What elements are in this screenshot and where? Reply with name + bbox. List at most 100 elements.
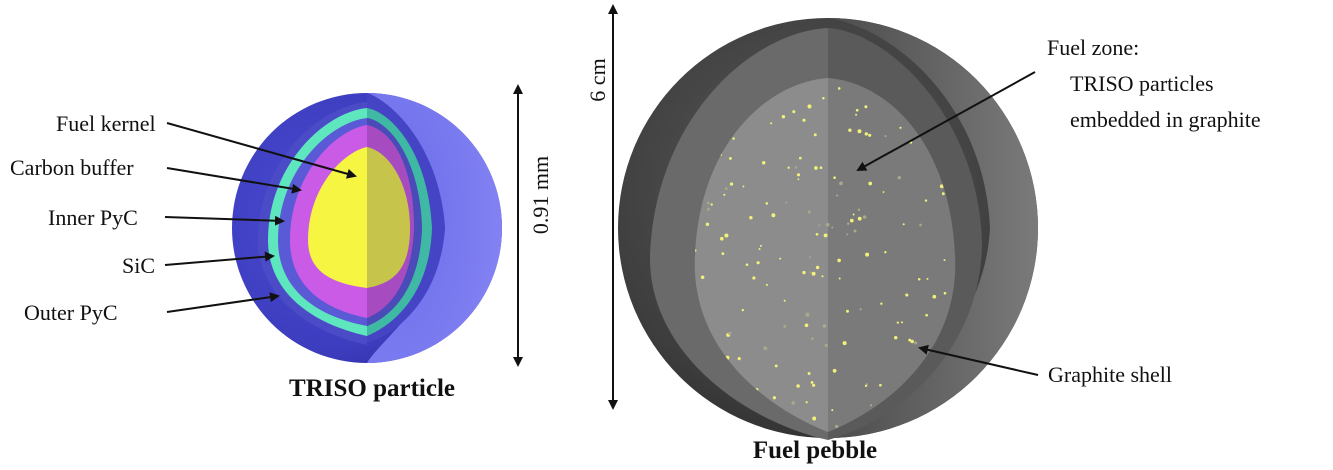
triso-particle-dot: [802, 118, 806, 122]
triso-particle-dot: [797, 178, 800, 181]
triso-particle-dot: [864, 132, 869, 136]
triso-particle-dot: [772, 396, 777, 400]
triso-particle-dot: [868, 181, 873, 186]
triso-particle-dot: [729, 182, 734, 186]
triso-particle-dot: [862, 215, 867, 219]
arrow-fuel-zone: [856, 71, 1036, 171]
arrow-inner-pyc: [164, 215, 285, 226]
label-graphite-shell: Graphite shell: [1048, 362, 1172, 387]
triso-particle-dot: [868, 133, 872, 137]
label-inner-pyc: Inner PyC: [48, 205, 138, 230]
triso-particle-dot: [926, 277, 929, 280]
triso-particle-dot: [759, 244, 762, 247]
triso-particle-dot: [852, 213, 855, 216]
triso-particle-dot: [752, 276, 756, 280]
triso-particle-dot: [804, 323, 809, 328]
triso-particle-dot: [783, 324, 787, 328]
triso-particle-dot: [896, 321, 899, 324]
triso-particle-dot: [842, 341, 847, 346]
triso-particle-dot: [765, 283, 768, 286]
triso-particle-dot: [859, 308, 862, 311]
triso-particle-dot: [802, 270, 806, 275]
arrow-fuel-kernel: [166, 122, 357, 179]
triso-particle-dot: [848, 128, 852, 132]
fuel-pebble: 6 cm Fuel zone: TRISO particles embedded…: [585, 3, 1261, 464]
triso-particle-dot: [893, 335, 898, 340]
triso-particle-dot: [902, 223, 905, 226]
triso-particle-dot: [779, 257, 782, 260]
triso-particle-dot: [812, 416, 817, 421]
triso-particle-dot: [839, 181, 843, 186]
triso-particle-dot: [897, 176, 901, 180]
label-outer-pyc: Outer PyC: [24, 300, 118, 325]
triso-particle-dot: [756, 261, 760, 265]
triso-particle-dot: [824, 343, 828, 348]
triso-fuel-kernel: [308, 147, 367, 288]
triso-particle-dot: [724, 187, 728, 191]
triso-particle-dot: [865, 252, 870, 257]
triso-particle-dot: [728, 156, 732, 160]
triso-particle-dot: [833, 176, 836, 180]
triso-particle-dot: [810, 380, 814, 384]
triso-particle-dot: [882, 191, 885, 193]
triso-particle-dot: [807, 372, 811, 375]
triso-particle-dot: [818, 224, 821, 227]
triso-particle-dot: [732, 137, 735, 140]
triso-particle-dot: [910, 339, 914, 344]
triso-particle-dot: [849, 218, 854, 223]
triso-particle-dot: [822, 96, 825, 100]
triso-particle-dot: [831, 409, 834, 412]
triso-particle-dot: [763, 346, 768, 351]
triso-particle-dot: [792, 110, 796, 114]
triso-particle-dot: [705, 222, 710, 227]
triso-particle-dot: [823, 233, 828, 238]
triso-particle-dot: [821, 275, 824, 278]
triso-particle-dot: [857, 129, 862, 134]
triso-particle-dot: [761, 161, 766, 165]
pebble-right-shell: [828, 18, 1038, 438]
label-fuel-kernel: Fuel kernel: [56, 111, 156, 136]
triso-particle-dot: [855, 113, 858, 116]
triso-particle-dot: [832, 368, 837, 373]
triso-particle-dot: [943, 259, 946, 262]
triso-particle-dot: [884, 135, 887, 138]
triso-particle-dot: [943, 291, 947, 295]
triso-particle-dot: [884, 251, 887, 254]
arrow-sic: [164, 251, 275, 266]
triso-particle-dot: [857, 216, 862, 221]
triso-particle-dot: [815, 265, 820, 270]
triso-particle-dot: [925, 313, 928, 317]
triso-particle-dot: [857, 208, 861, 211]
triso-particle-dot: [749, 215, 753, 220]
triso-particle-dot: [813, 133, 817, 137]
triso-particle-dot: [783, 299, 786, 302]
triso-particle-dot: [846, 309, 849, 313]
triso-particle-dot: [694, 420, 698, 425]
triso-particle-dot: [811, 271, 816, 276]
triso-particle-dot: [758, 248, 761, 250]
triso-particle-dot: [774, 364, 778, 368]
triso-particle-dot: [741, 308, 744, 312]
triso-particle-dot: [721, 252, 725, 256]
triso-particle-dot: [706, 201, 710, 205]
triso-particle-dot: [838, 277, 841, 280]
triso-particle-dot: [771, 213, 776, 218]
triso-particle-dot: [807, 104, 812, 109]
triso-particle-dot: [742, 185, 745, 188]
triso-particle-dot: [812, 383, 816, 387]
triso-particle-dot: [855, 108, 859, 112]
triso-particle-dot: [745, 263, 749, 266]
triso-fuel-kernel-right: [367, 147, 410, 288]
pebble-dimension-label: 6 cm: [585, 58, 610, 101]
triso-particle-dot: [796, 384, 800, 388]
triso-particle: Fuel kernel Carbon buffer Inner PyC SiC …: [10, 84, 553, 402]
triso-particle-dot: [939, 184, 944, 189]
triso-sic-layer-right: [367, 108, 432, 336]
label-fuel-zone-line1: Fuel zone:: [1047, 35, 1139, 60]
triso-particle-dot: [794, 166, 798, 169]
triso-particle-dot: [805, 312, 810, 317]
triso-particle-dot: [723, 193, 726, 196]
triso-particle-dot: [781, 114, 786, 119]
label-carbon-buffer: Carbon buffer: [10, 155, 134, 180]
triso-particle-dot: [900, 321, 904, 324]
